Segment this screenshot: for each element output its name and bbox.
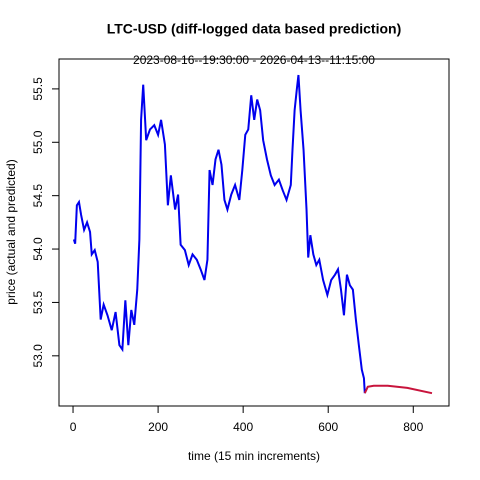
x-tick-label: 400 xyxy=(233,420,253,434)
y-tick-label: 54.5 xyxy=(31,184,45,208)
series-line xyxy=(72,74,366,394)
chart-title: LTC-USD (diff-logged data based predicti… xyxy=(107,21,402,37)
y-tick-label: 53.5 xyxy=(31,290,45,314)
chart-subtitle: 2023-08-16--19:30:00 - 2026-04-13--11:15… xyxy=(133,53,375,67)
y-tick-label: 54.0 xyxy=(31,237,45,261)
y-tick-label: 55.0 xyxy=(31,130,45,154)
x-tick-label: 0 xyxy=(70,420,77,434)
y-axis-label: price (actual and predicted) xyxy=(4,159,18,304)
y-tick-label: 53.0 xyxy=(31,344,45,368)
x-axis-label: time (15 min increments) xyxy=(188,449,320,463)
y-tick-label: 55.5 xyxy=(31,77,45,101)
x-tick-label: 600 xyxy=(318,420,338,434)
x-tick-label: 200 xyxy=(148,420,168,434)
plot-frame xyxy=(58,58,450,407)
series-line xyxy=(363,384,433,395)
x-tick-label: 800 xyxy=(403,420,423,434)
